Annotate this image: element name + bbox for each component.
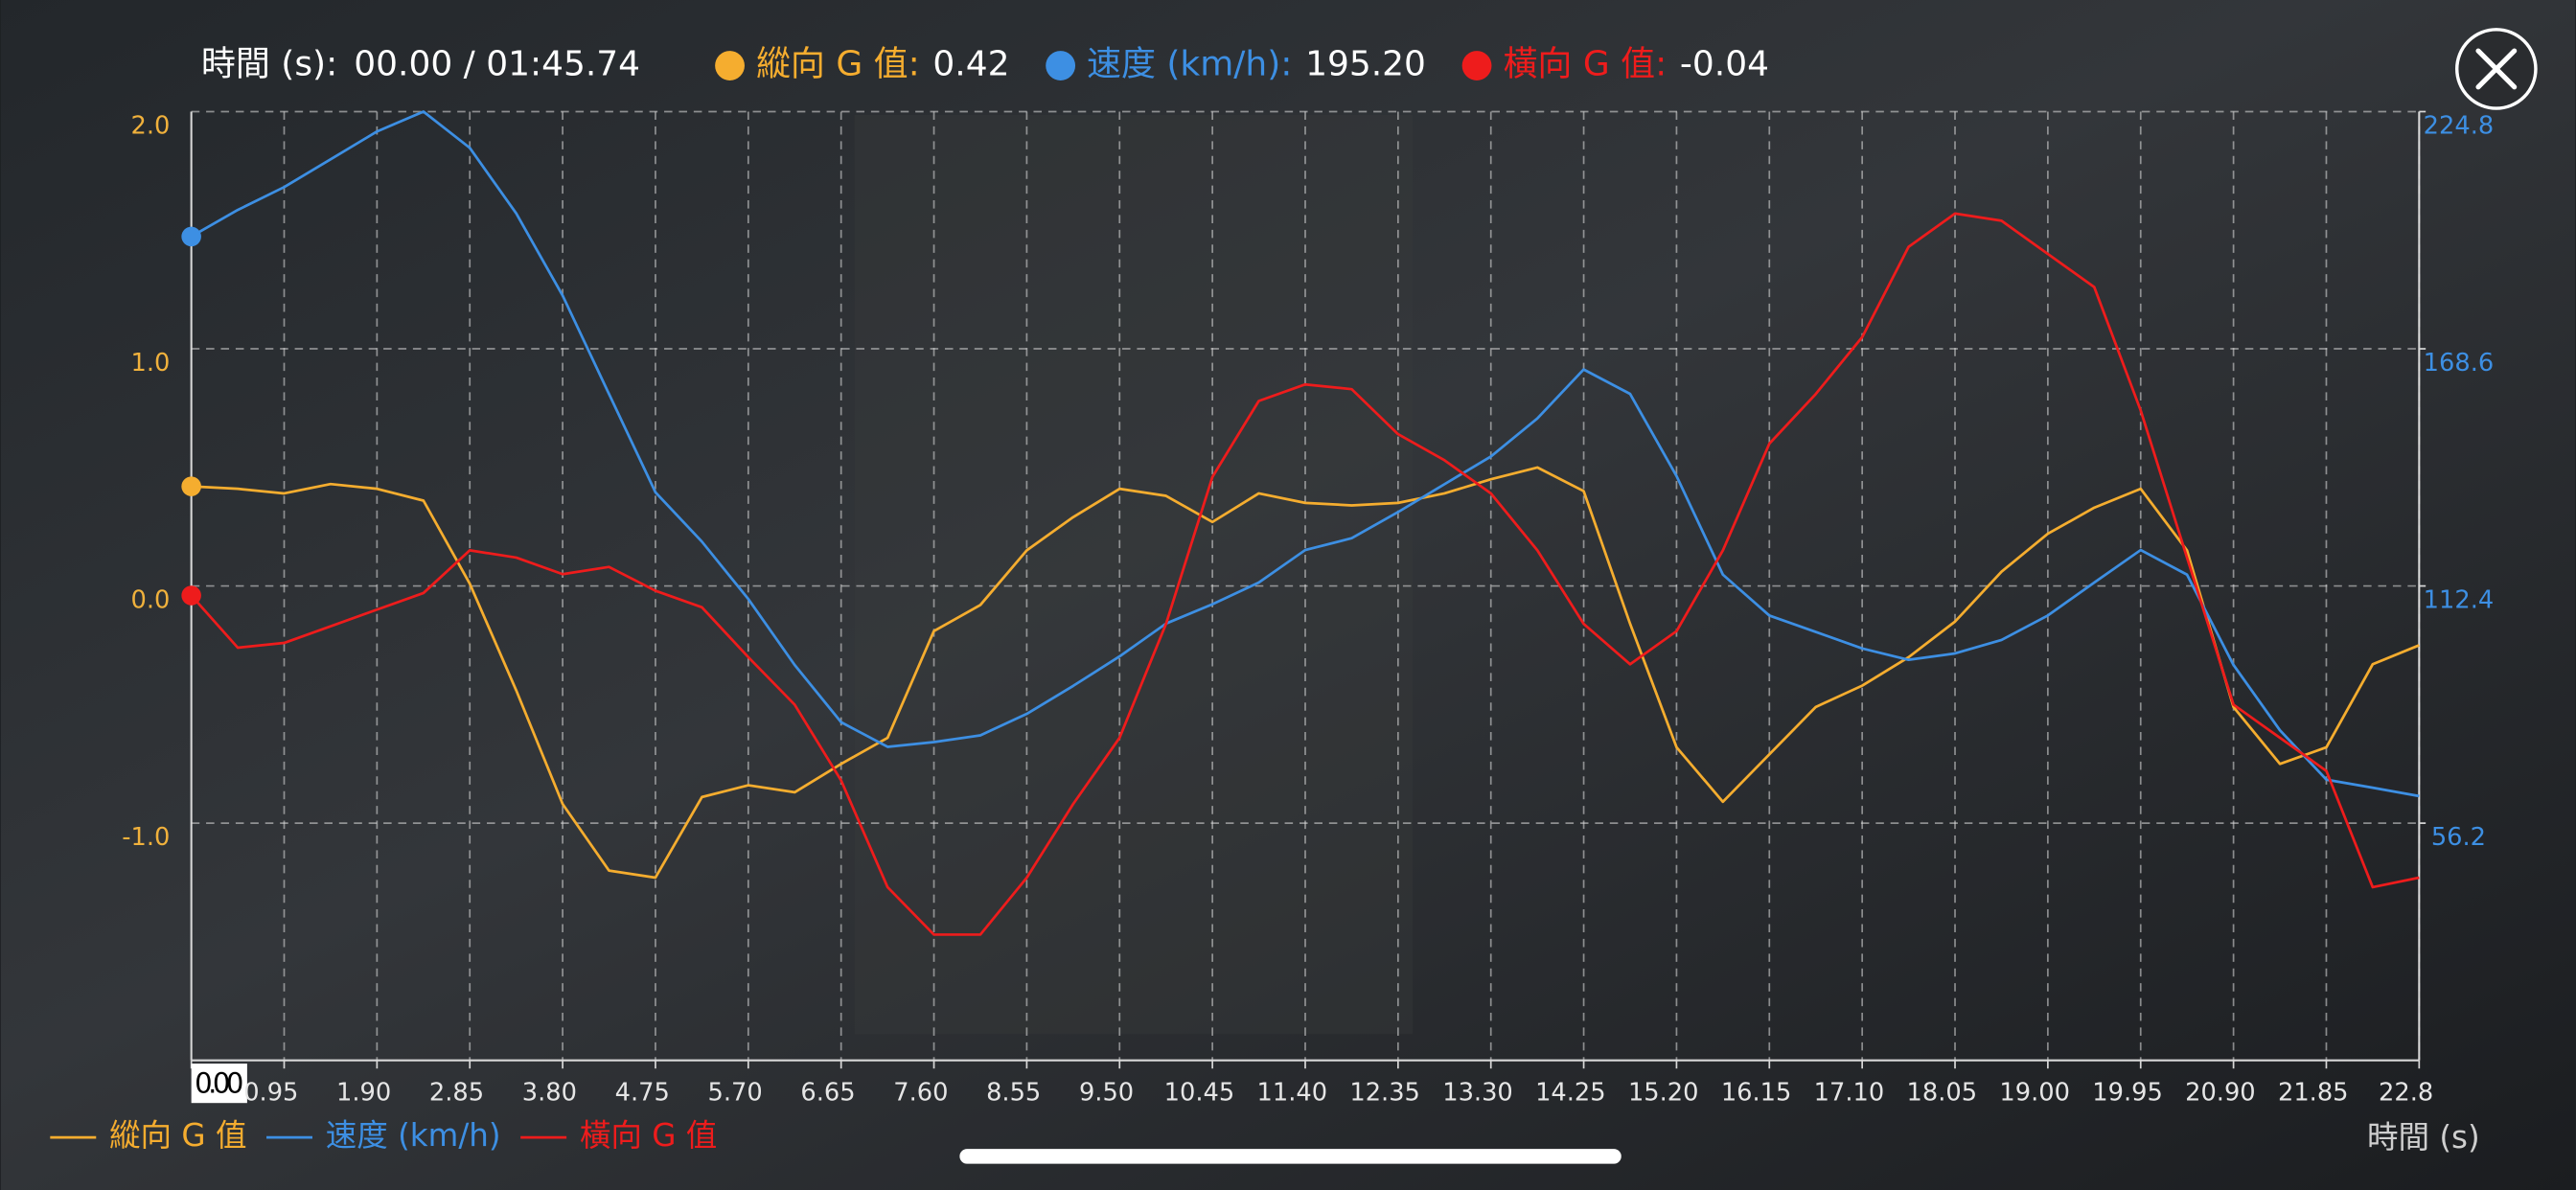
x-tick-label: 18.05 [1907, 1078, 1978, 1107]
x-tick-label: 20.90 [2185, 1078, 2256, 1107]
time-value: 00.00 / 01:45.74 [354, 45, 640, 84]
cursor-label-box [191, 1064, 247, 1104]
x-tick-label: 0.95 [243, 1078, 298, 1107]
x-tick-label: 15.20 [1628, 1078, 1699, 1107]
x-tick-label: 5.70 [708, 1078, 763, 1107]
x-tick-label: 12.35 [1349, 1078, 1420, 1107]
readout-value: 195.20 [1305, 45, 1426, 84]
readout-label: 縱向 G 值: [756, 45, 920, 84]
x-tick-label: 4.75 [615, 1078, 670, 1107]
cursor-dot [181, 585, 201, 606]
time-label: 時間 (s): [201, 45, 337, 84]
x-tick-label: 9.50 [1079, 1078, 1134, 1107]
cursor-dot [181, 226, 201, 247]
cursor-dot [181, 476, 201, 496]
readout-dot [715, 51, 745, 80]
legend-label: 速度 (km/h) [326, 1117, 501, 1154]
series-line [190, 110, 2420, 798]
close-button[interactable] [2455, 28, 2538, 110]
x-tick-label: 13.30 [1442, 1078, 1513, 1107]
readout-value: -0.04 [1680, 45, 1769, 84]
y2-tick-label: 168.6 [2424, 349, 2495, 378]
y2-tick-label: 112.4 [2424, 585, 2495, 614]
x-tick-label: 3.80 [522, 1078, 577, 1107]
series-line [191, 466, 2420, 880]
x-tick-label: 7.60 [893, 1078, 948, 1107]
x-tick-label: 10.45 [1164, 1078, 1235, 1107]
readout-dot [1461, 51, 1492, 80]
x-tick-label: 6.65 [800, 1078, 855, 1107]
x-tick-label: 11.40 [1257, 1078, 1328, 1107]
x-tick-label: 22.8 [2379, 1078, 2433, 1107]
x-tick-label: 21.85 [2278, 1078, 2349, 1107]
close-icon[interactable] [2475, 48, 2518, 90]
header: 時間 (s): 00.00 / 01:45.74 縱向 G 值: 0.42 速度 (… [201, 45, 1769, 84]
x-tick-label: 1.90 [336, 1078, 391, 1107]
x-tick-label: 17.10 [1814, 1078, 1885, 1107]
series-line [190, 212, 2420, 936]
readout-label: 橫向 G 值: [1503, 45, 1667, 84]
x-tick-label: 14.25 [1535, 1078, 1606, 1107]
y-tick-label: 1.0 [131, 349, 171, 378]
y2-tick-label: 224.8 [2424, 111, 2495, 140]
x-axis-title: 時間 (s) [2367, 1119, 2480, 1156]
y2-tick-label: 56.2 [2431, 823, 2486, 852]
x-tick-label: 2.85 [429, 1078, 484, 1107]
readout-dot [1046, 51, 1076, 80]
x-tick-label: 0.00 [195, 1066, 243, 1099]
legend-label: 橫向 G 值 [580, 1117, 717, 1154]
x-tick-label: 16.15 [1721, 1078, 1792, 1107]
readout-value: 0.42 [932, 45, 1009, 84]
y-tick-label: -1.0 [122, 823, 170, 852]
x-tick-label: 19.00 [1999, 1078, 2070, 1107]
home-indicator [959, 1149, 1622, 1164]
background-blur [854, 114, 1414, 1035]
legend-label: 縱向 G 值 [109, 1117, 246, 1154]
x-tick-label: 19.95 [2092, 1078, 2163, 1107]
readout-label: 速度 (km/h): [1087, 45, 1292, 84]
y-tick-label: 2.0 [131, 111, 171, 140]
y-tick-label: 0.0 [131, 585, 171, 614]
x-tick-label: 8.55 [986, 1078, 1041, 1107]
